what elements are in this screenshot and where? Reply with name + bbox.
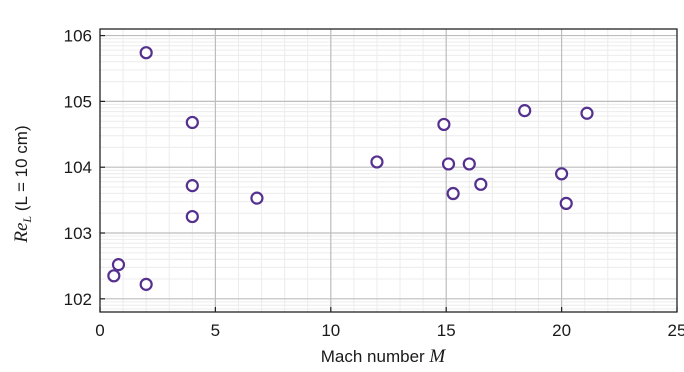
x-axis-label: Mach number M [321, 346, 447, 367]
x-tick-label: 5 [211, 321, 220, 340]
data-point [185, 209, 199, 224]
x-axis-label-text: Mach number [321, 347, 430, 366]
data-point [139, 277, 153, 291]
x-axis-label-symbol: M [428, 346, 446, 367]
y-tick-label: 105 [64, 92, 92, 111]
data-point [474, 177, 488, 191]
y-tick-label: 102 [64, 290, 92, 309]
data-points [107, 46, 594, 291]
data-point [462, 157, 476, 171]
data-point [554, 167, 569, 181]
y-axis-label: ReL (L = 10 cm) [11, 125, 34, 243]
data-point [441, 157, 456, 171]
x-tick-label: 15 [437, 321, 456, 340]
data-point [111, 258, 126, 272]
x-tick-label: 20 [552, 321, 571, 340]
y-axis-ticks: 102 103 104 105 106 [64, 27, 105, 309]
y-axis-label-subscript: L [20, 216, 34, 224]
data-point [370, 155, 384, 169]
data-point [185, 115, 199, 130]
data-point [437, 117, 451, 132]
data-point [107, 269, 121, 283]
y-tick-label: 106 [64, 27, 92, 46]
y-axis-label-symbol: Re [11, 223, 32, 244]
data-point [446, 186, 460, 201]
plot-frame [99, 28, 678, 313]
data-point [580, 106, 594, 120]
y-tick-label: 103 [64, 224, 92, 243]
y-tick-label: 104 [64, 158, 92, 177]
data-point [518, 104, 532, 118]
data-point [559, 196, 573, 211]
y-axis-label-rest: (L = 10 cm) [12, 125, 31, 216]
data-point [250, 191, 264, 205]
x-tick-label: 25 [668, 321, 684, 340]
major-grid [100, 29, 677, 312]
x-tick-label: 0 [95, 321, 104, 340]
data-point [139, 46, 153, 60]
x-tick-label: 10 [321, 321, 340, 340]
data-point [185, 179, 199, 193]
x-axis-ticks: 0 5 10 15 20 25 [95, 307, 684, 340]
minor-grid [100, 29, 677, 312]
